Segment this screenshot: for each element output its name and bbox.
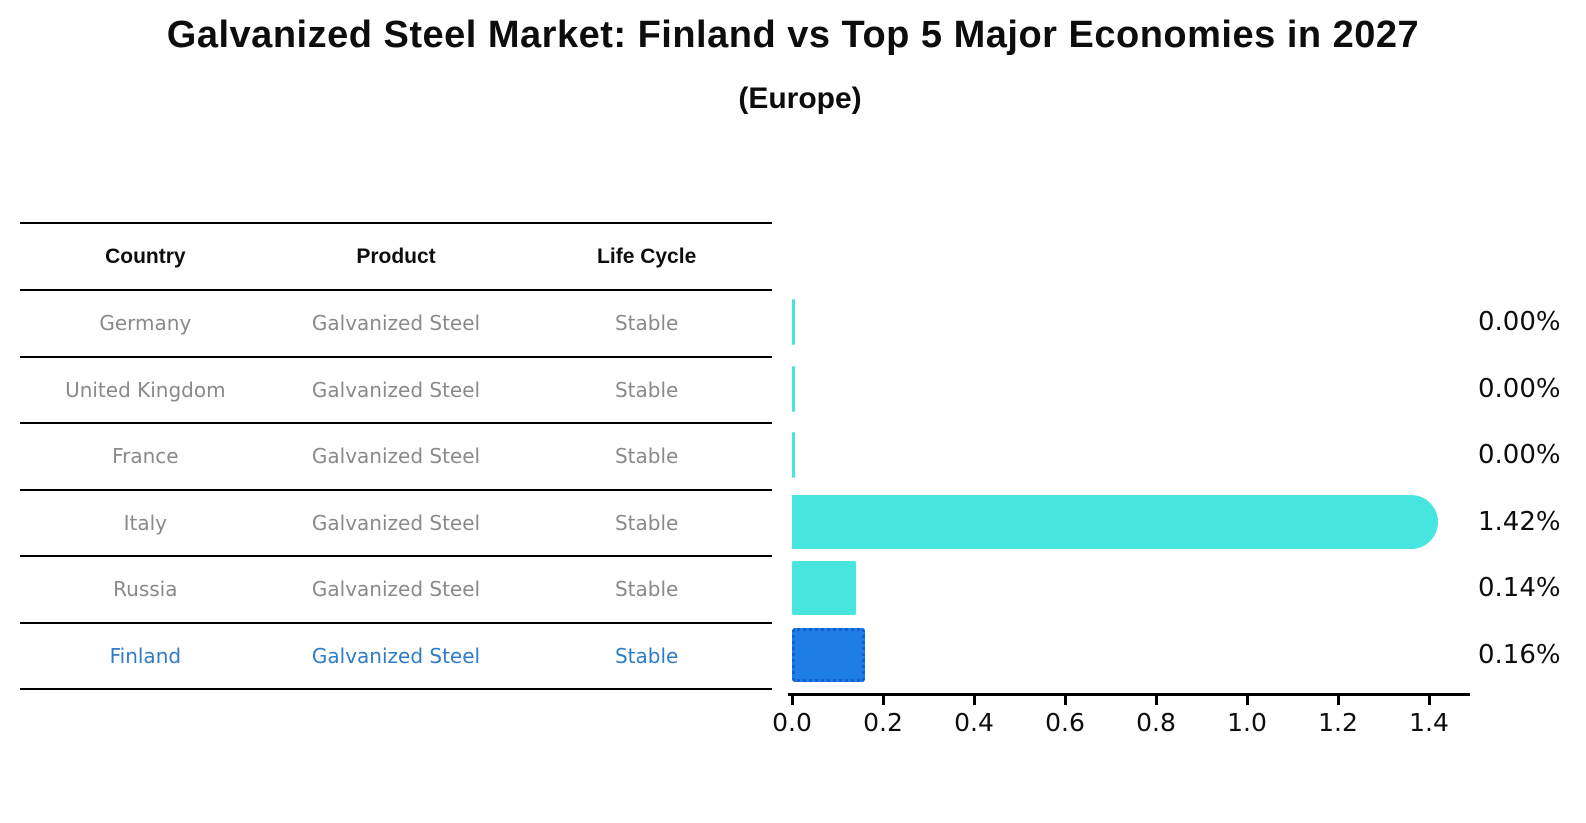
bar-germany <box>792 299 795 346</box>
bar-series <box>792 289 1492 688</box>
x-tick-label: 0.4 <box>954 708 994 737</box>
table-header-row: Country Product Life Cycle <box>20 224 772 291</box>
cell-country: France <box>112 444 179 469</box>
table-row-italy: Italy Galvanized Steel Stable <box>20 491 772 557</box>
x-tick-label: 1.2 <box>1318 708 1358 737</box>
x-tick: 0.4 <box>934 696 1014 737</box>
bar-italy <box>792 494 1438 549</box>
value-label-russia: 0.14% <box>1478 573 1561 604</box>
x-tick-mark <box>972 696 976 705</box>
cell-life-cycle: Stable <box>614 377 679 402</box>
data-table: Country Product Life Cycle Germany Galva… <box>20 222 772 690</box>
cell-life-cycle: Stable <box>614 643 679 668</box>
x-tick-mark <box>1336 696 1340 705</box>
x-tick-label: 0.8 <box>1136 708 1176 737</box>
cell-life-cycle: Stable <box>614 444 679 469</box>
cell-country: Russia <box>113 577 178 602</box>
cell-product: Galvanized Steel <box>311 577 481 602</box>
table-row-finland: Finland Galvanized Steel Stable <box>20 624 772 690</box>
value-label-united-kingdom: 0.00% <box>1478 373 1561 404</box>
x-tick-label: 1.4 <box>1409 708 1449 737</box>
x-tick: 0.2 <box>843 696 923 737</box>
value-label-germany: 0.00% <box>1478 307 1561 338</box>
x-tick-mark <box>790 696 794 705</box>
table-row-united-kingdom: United Kingdom Galvanized Steel Stable <box>20 358 772 424</box>
x-tick-label: 0.2 <box>863 708 903 737</box>
table-header-product: Product <box>356 244 436 268</box>
bar-band <box>792 622 1492 689</box>
cell-country: United Kingdom <box>65 377 226 402</box>
bar-finland <box>792 627 865 682</box>
cell-product: Galvanized Steel <box>311 377 481 402</box>
cell-country: Italy <box>123 510 168 535</box>
bar-band <box>792 555 1492 622</box>
cell-product: Galvanized Steel <box>311 311 481 336</box>
x-tick-label: 0.6 <box>1045 708 1085 737</box>
chart-subtitle: (Europe) <box>738 82 862 115</box>
x-tick: 0.8 <box>1116 696 1196 737</box>
table-row-france: France Galvanized Steel Stable <box>20 424 772 491</box>
cell-product: Galvanized Steel <box>311 444 481 469</box>
value-label-france: 0.00% <box>1478 440 1561 471</box>
cell-country: Germany <box>99 311 192 336</box>
table-header-life-cycle: Life Cycle <box>597 244 697 268</box>
x-tick: 0.6 <box>1025 696 1105 737</box>
x-tick-mark <box>1427 696 1431 705</box>
x-tick-mark <box>1063 696 1067 705</box>
value-label-italy: 1.42% <box>1478 506 1561 537</box>
x-tick-label: 0.0 <box>772 708 812 737</box>
chart-title: Galvanized Steel Market: Finland vs Top … <box>166 14 1420 56</box>
bar-united-kingdom <box>792 365 795 412</box>
table-row-germany: Germany Galvanized Steel Stable <box>20 291 772 358</box>
table-row-russia: Russia Galvanized Steel Stable <box>20 557 772 624</box>
cell-life-cycle: Stable <box>614 577 679 602</box>
value-label-finland: 0.16% <box>1478 639 1561 670</box>
cell-life-cycle: Stable <box>614 311 679 336</box>
x-tick: 0.0 <box>752 696 832 737</box>
value-labels: 0.00% 0.00% 0.00% 1.42% 0.14% 0.16% <box>1478 289 1561 688</box>
bar-france <box>792 432 795 479</box>
x-tick-mark <box>1245 696 1249 705</box>
x-tick-mark <box>881 696 885 705</box>
x-tick: 1.0 <box>1207 696 1287 737</box>
bar-band <box>792 422 1492 489</box>
x-tick-mark <box>1154 696 1158 705</box>
x-tick-label: 1.0 <box>1227 708 1267 737</box>
bar-russia <box>792 561 856 616</box>
bar-band <box>792 356 1492 423</box>
x-axis-line <box>788 693 1470 696</box>
cell-country: Finland <box>109 643 182 668</box>
cell-life-cycle: Stable <box>614 510 679 535</box>
table-header-country: Country <box>105 244 186 268</box>
bar-band <box>792 489 1492 556</box>
bar-band <box>792 289 1492 356</box>
cell-product: Galvanized Steel <box>311 510 481 535</box>
cell-product: Galvanized Steel <box>311 643 481 668</box>
x-tick: 1.4 <box>1389 696 1469 737</box>
x-tick: 1.2 <box>1298 696 1378 737</box>
